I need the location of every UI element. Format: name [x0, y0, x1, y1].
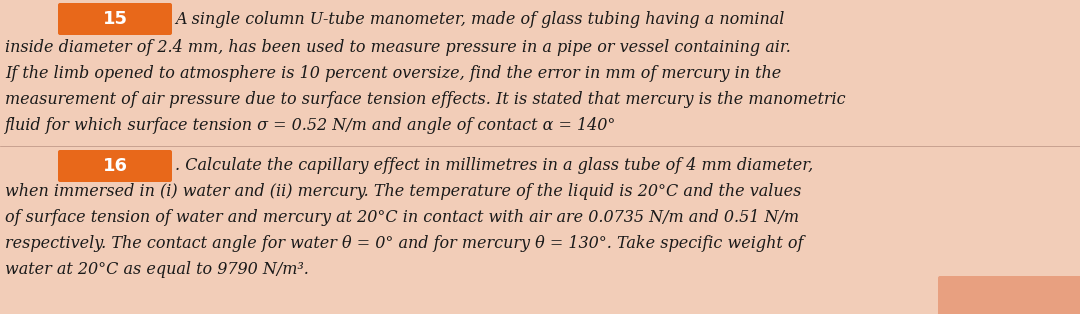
FancyBboxPatch shape: [58, 3, 172, 35]
Text: A single column U-tube manometer, made of glass tubing having a nominal: A single column U-tube manometer, made o…: [175, 10, 784, 28]
Text: . Calculate the capillary effect in millimetres in a glass tube of 4 mm diameter: . Calculate the capillary effect in mill…: [175, 158, 813, 175]
Text: 15: 15: [103, 10, 127, 28]
Text: respectively. The contact angle for water θ = 0° and for mercury θ = 130°. Take : respectively. The contact angle for wate…: [5, 236, 804, 252]
Text: of surface tension of water and mercury at 20°C in contact with air are 0.0735 N: of surface tension of water and mercury …: [5, 209, 799, 226]
Text: measurement of air pressure due to surface tension effects. It is stated that me: measurement of air pressure due to surfa…: [5, 91, 846, 109]
Text: water at 20°C as equal to 9790 N/m³.: water at 20°C as equal to 9790 N/m³.: [5, 262, 309, 279]
FancyBboxPatch shape: [58, 150, 172, 182]
Text: inside diameter of 2.4 mm, has been used to measure pressure in a pipe or vessel: inside diameter of 2.4 mm, has been used…: [5, 40, 791, 57]
Text: fluid for which surface tension σ = 0.52 N/m and angle of contact α = 140°: fluid for which surface tension σ = 0.52…: [5, 117, 617, 134]
Text: 16: 16: [103, 157, 127, 175]
Text: when immersed in (i) water and (ii) mercury. The temperature of the liquid is 20: when immersed in (i) water and (ii) merc…: [5, 183, 801, 201]
FancyBboxPatch shape: [939, 276, 1080, 314]
Text: If the limb opened to atmosphere is 10 percent oversize, find the error in mm of: If the limb opened to atmosphere is 10 p…: [5, 66, 781, 83]
